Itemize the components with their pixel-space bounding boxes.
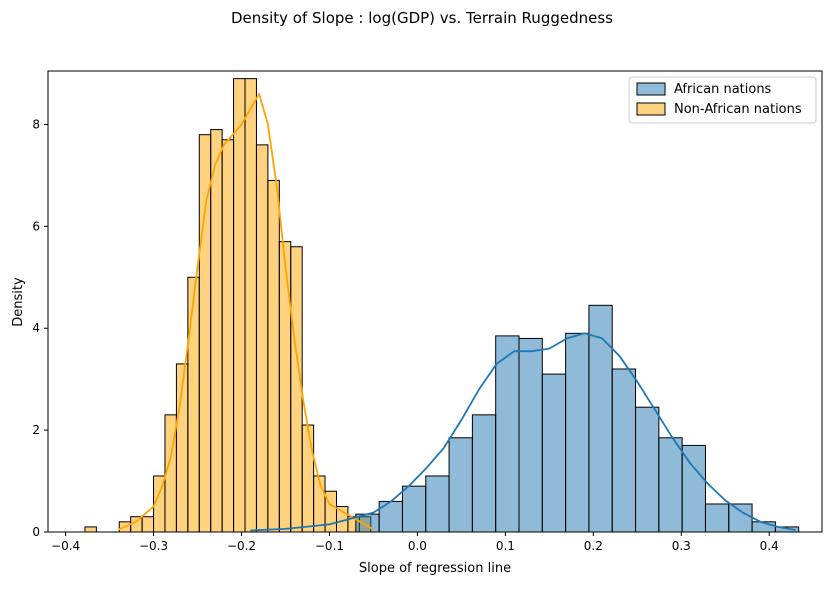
- bar-african-nations-8: [541, 373, 567, 533]
- bar-african-nations-15: [704, 503, 730, 533]
- legend: African nations Non-African nations: [628, 76, 817, 124]
- bar-non-african-nations-16: [267, 180, 280, 533]
- bar-non-african-nations-10: [198, 134, 212, 533]
- x-tick-label: 0.4: [760, 539, 779, 553]
- bar-non-african-nations-14: [244, 78, 257, 533]
- x-tick-label: 0.3: [672, 539, 691, 553]
- bar-african-nations-5: [471, 414, 497, 533]
- bar-non-african-nations-18: [290, 246, 303, 533]
- bar-non-african-nations-9: [187, 276, 200, 533]
- bar-non-african-nations-15: [255, 144, 269, 533]
- bar-non-african-nations-0: [84, 526, 97, 533]
- x-tick-label: −0.1: [315, 539, 344, 553]
- plot-frame: [47, 70, 823, 533]
- bar-non-african-nations-13: [233, 78, 246, 533]
- bar-african-nations-2: [401, 485, 427, 533]
- kde-layer: [118, 93, 796, 532]
- legend-swatch-african: [636, 82, 666, 96]
- x-tick-label: 0.0: [408, 539, 427, 553]
- bar-non-african-nations-12: [221, 139, 235, 533]
- kde-line-non-african-nations: [118, 93, 374, 531]
- chart-title: Density of Slope : log(GDP) vs. Terrain …: [231, 9, 613, 27]
- y-tick-label: 4: [32, 321, 40, 335]
- legend-frame: [628, 76, 817, 124]
- x-axis-label: Slope of regression line: [359, 561, 511, 576]
- bar-african-nations-9: [565, 332, 590, 533]
- bars-layer: [84, 78, 800, 533]
- legend-label-non-african: Non-African nations: [674, 102, 802, 117]
- bar-african-nations-4: [448, 437, 473, 533]
- x-tick-label: −0.4: [51, 539, 80, 553]
- x-tick-label: 0.1: [496, 539, 515, 553]
- bar-african-nations-11: [611, 368, 637, 533]
- bar-african-nations-16: [728, 503, 753, 533]
- bar-non-african-nations-5: [141, 516, 155, 533]
- axes-layer: −0.4 −0.3 −0.2 −0.1 0.0 0.1 0.2 0.3 0.4 0 2 4 6 8: [32, 70, 823, 553]
- x-tick-label: −0.2: [227, 539, 256, 553]
- y-tick-label: 6: [32, 219, 40, 233]
- bar-african-nations-14: [681, 444, 706, 533]
- y-axis-label: Density: [11, 277, 26, 327]
- bar-african-nations-7: [518, 337, 543, 533]
- x-tick-label: 0.2: [584, 539, 603, 553]
- kde-line-african-nations: [250, 332, 796, 532]
- legend-label-african: African nations: [674, 82, 772, 97]
- bar-african-nations-10: [588, 304, 613, 533]
- y-tick-label: 2: [32, 423, 40, 437]
- bar-non-african-nations-17: [278, 241, 292, 533]
- y-tick-label: 8: [32, 117, 40, 131]
- bar-african-nations-6: [495, 335, 520, 533]
- x-tick-label: −0.3: [139, 539, 168, 553]
- legend-swatch-non-african: [636, 102, 666, 116]
- bar-non-african-nations-11: [210, 129, 223, 533]
- y-tick-label: 0: [32, 525, 40, 539]
- bar-non-african-nations-19: [301, 424, 315, 533]
- bar-african-nations-13: [658, 437, 683, 533]
- bar-african-nations-3: [425, 475, 450, 533]
- bar-african-nations-12: [635, 406, 660, 533]
